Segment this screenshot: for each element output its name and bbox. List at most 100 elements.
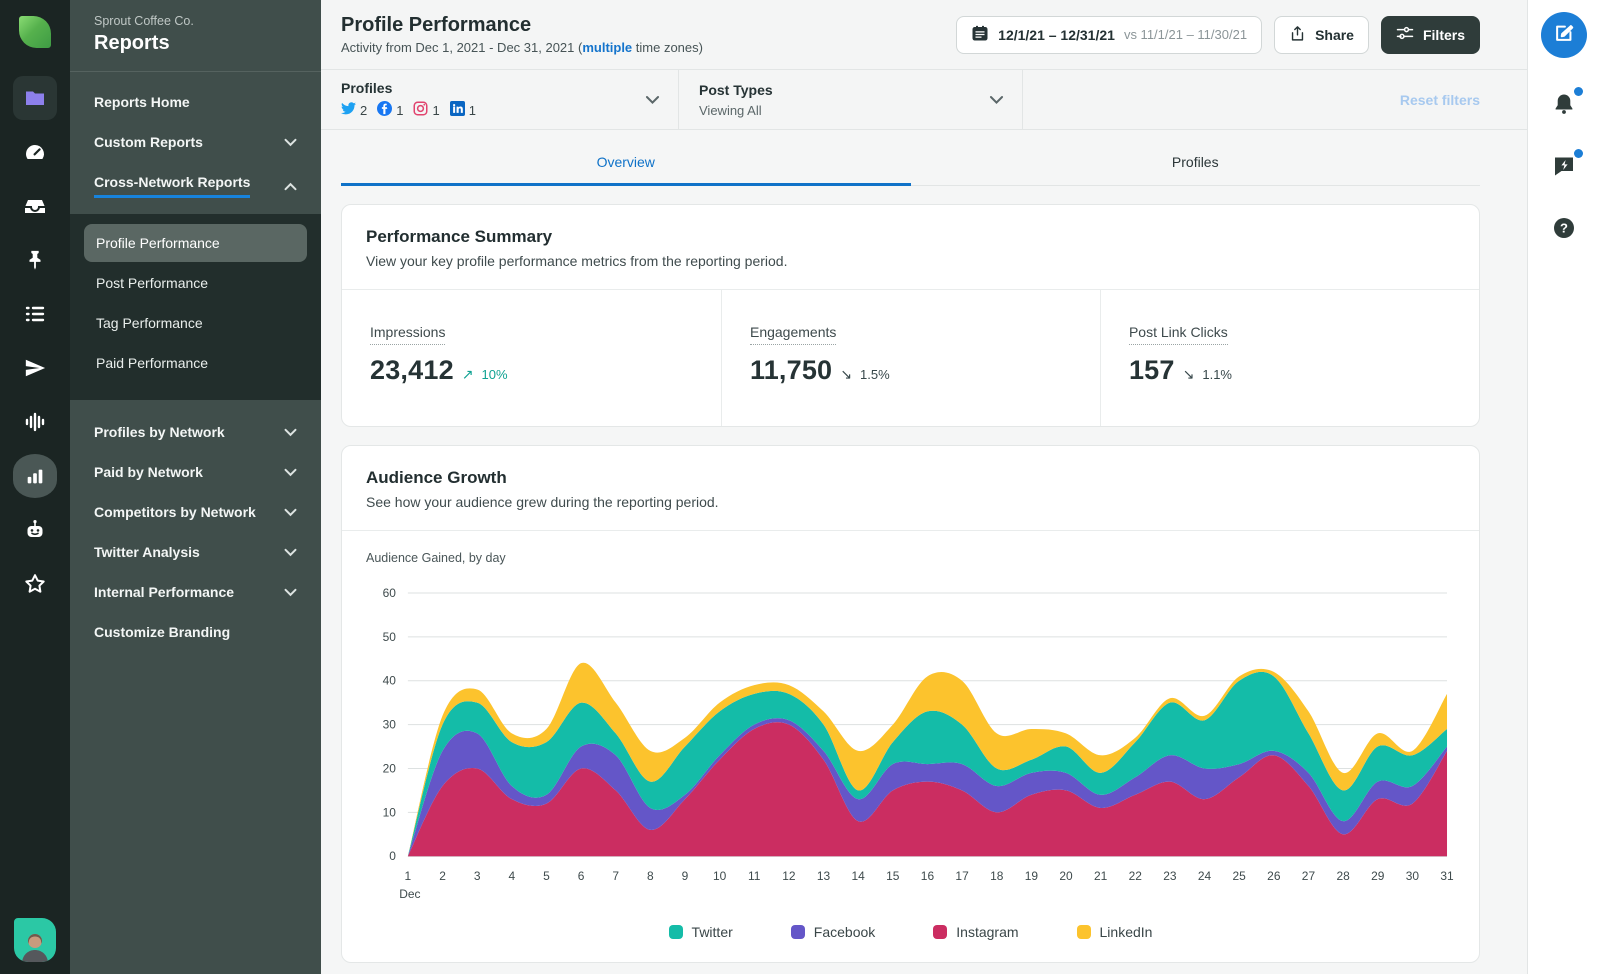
facebook-swatch (790, 925, 805, 940)
compose-button[interactable] (1541, 12, 1587, 58)
date-range-button[interactable]: 12/1/21 – 12/31/21 vs 11/1/21 – 11/30/21 (956, 15, 1263, 54)
sidebar-item-reports-home[interactable]: Reports Home (70, 82, 321, 122)
folder-icon (23, 86, 47, 110)
profiles-filter[interactable]: Profiles 2 1 1 (321, 70, 678, 129)
automation-nav[interactable] (13, 508, 57, 552)
metric-change: 10% (481, 367, 508, 382)
listening-nav[interactable] (13, 400, 57, 444)
sidebar-item-customize-branding[interactable]: Customize Branding (70, 612, 321, 652)
x-axis-tick: 30 (1406, 869, 1420, 883)
sidebar-item-cross-network-reports[interactable]: Cross-Network Reports (70, 162, 321, 210)
performance-summary-title: Performance Summary (366, 227, 553, 246)
twitter-icon (341, 102, 356, 118)
filters-button[interactable]: Filters (1380, 15, 1480, 54)
share-label: Share (1315, 26, 1354, 43)
subtitle-prefix: Activity from Dec 1, 2021 - Dec 31, 2021… (341, 40, 583, 55)
publishing-nav[interactable] (13, 346, 57, 390)
sidebar-item-twitter-analysis[interactable]: Twitter Analysis (70, 532, 321, 572)
linkedin-icon (449, 101, 465, 119)
notifications-button[interactable] (1546, 87, 1583, 124)
robot-icon (23, 518, 47, 542)
legend-item-facebook[interactable]: Facebook (790, 924, 876, 941)
user-avatar[interactable] (14, 918, 56, 962)
dashboard-nav[interactable] (13, 130, 57, 174)
legend-label: LinkedIn (1099, 924, 1153, 941)
sidebar-item-competitors-by-network[interactable]: Competitors by Network (70, 492, 321, 532)
metric-label[interactable]: Impressions (370, 324, 446, 345)
chevron-down-icon (284, 548, 297, 557)
audience-growth-description: See how your audience grew during the re… (366, 494, 719, 510)
legend-item-instagram[interactable]: Instagram (933, 924, 1019, 941)
reports-folder-nav[interactable] (13, 76, 57, 120)
legend-label: Facebook (813, 924, 876, 941)
sidebar-item-profile-performance[interactable]: Profile Performance (84, 224, 307, 262)
x-axis-tick: 10 (713, 869, 727, 883)
star-icon (23, 572, 47, 596)
summary-metrics: Impressions 23,412 ↗ 10% Engagements 11,… (342, 290, 1479, 426)
post-types-text: Post Types Viewing All (699, 82, 773, 118)
x-axis-tick: 26 (1267, 869, 1281, 883)
trend-up-icon: ↗ (461, 366, 474, 382)
filters-label: Filters (1422, 26, 1465, 43)
sidebar-item-label: Custom Reports (94, 134, 203, 150)
sidebar-item-label: Profiles by Network (94, 424, 225, 440)
share-button[interactable]: Share (1274, 15, 1369, 54)
x-axis-tick: 5 (543, 869, 550, 883)
page-title: Profile Performance (341, 14, 532, 36)
x-axis-tick: 29 (1371, 869, 1385, 883)
account-name: Sprout Coffee Co. (94, 14, 194, 28)
metric-value-row: 11,750 ↘ 1.5% (750, 355, 1072, 386)
reviews-nav[interactable] (13, 562, 57, 606)
series-facebook (407, 718, 1448, 857)
tab-overview[interactable]: Overview (341, 144, 911, 186)
sidebar-item-tag-performance[interactable]: Tag Performance (84, 304, 307, 342)
metric-label[interactable]: Engagements (749, 324, 837, 345)
sidebar-groups: Profiles by Network Paid by Network Comp… (70, 400, 321, 652)
sidebar-item-custom-reports[interactable]: Custom Reports (70, 122, 321, 162)
pin-nav[interactable] (13, 238, 57, 282)
metric-post-link-clicks: Post Link Clicks 157 ↘ 1.1% (1099, 290, 1479, 426)
utility-rail: ? (1527, 0, 1600, 974)
metric-change: 1.5% (860, 367, 890, 382)
reset-filters-button[interactable]: Reset filters (1400, 70, 1527, 129)
legend-label: Instagram (956, 924, 1019, 941)
linkedin-count: 1 (449, 101, 476, 119)
twitter-count: 2 (341, 102, 367, 118)
quick-actions-button[interactable] (1546, 149, 1583, 186)
notification-badge (1574, 87, 1583, 96)
sidebar-item-profiles-by-network[interactable]: Profiles by Network (70, 412, 321, 452)
network-count: 2 (360, 102, 368, 118)
inbox-nav[interactable] (13, 184, 57, 228)
sidebar-item-label: Customize Branding (94, 624, 231, 640)
sidebar-item-post-performance[interactable]: Post Performance (84, 264, 307, 302)
instagram-count: 1 (413, 101, 440, 119)
sidebar-item-paid-performance[interactable]: Paid Performance (84, 344, 307, 382)
metric-change: 1.1% (1202, 367, 1232, 382)
sprout-logo-icon[interactable] (17, 14, 53, 50)
network-count: 1 (432, 102, 440, 118)
date-compare-value: vs 11/1/21 – 11/30/21 (1123, 27, 1248, 42)
post-types-filter[interactable]: Post Types Viewing All (679, 70, 1022, 129)
y-axis-tick: 20 (383, 761, 397, 775)
legend-item-twitter[interactable]: Twitter (668, 924, 733, 940)
chart-x-axis: 1 2 3 4 5 6 7 8 9 10 11 12 13 14 15 16 17 18 19 20 21 22 23 24 2… (399, 869, 1454, 901)
tab-profiles[interactable]: Profiles (1171, 154, 1219, 170)
legend-item-linkedin[interactable]: LinkedIn (1076, 924, 1153, 941)
performance-summary-header: Performance Summary View your key profil… (342, 205, 1479, 290)
sidebar-item-internal-performance[interactable]: Internal Performance (70, 572, 321, 612)
pin-icon (24, 249, 46, 271)
waveform-icon (23, 410, 47, 434)
linkedin-swatch (1076, 925, 1091, 940)
y-axis-tick: 60 (383, 586, 397, 600)
multiple-timezones-link[interactable]: multiple (582, 40, 633, 55)
chevron-down-icon (284, 138, 297, 147)
chart-legend: Twitter Facebook Instagram LinkedIn (366, 914, 1455, 956)
help-button[interactable]: ? (1546, 212, 1582, 248)
reports-nav[interactable] (13, 454, 57, 498)
sidebar-item-paid-by-network[interactable]: Paid by Network (70, 452, 321, 492)
feeds-nav[interactable] (13, 292, 57, 336)
x-axis-tick: 31 (1440, 869, 1454, 883)
metric-label[interactable]: Post Link Clicks (1128, 324, 1228, 345)
performance-summary-description: View your key profile performance metric… (366, 253, 788, 269)
